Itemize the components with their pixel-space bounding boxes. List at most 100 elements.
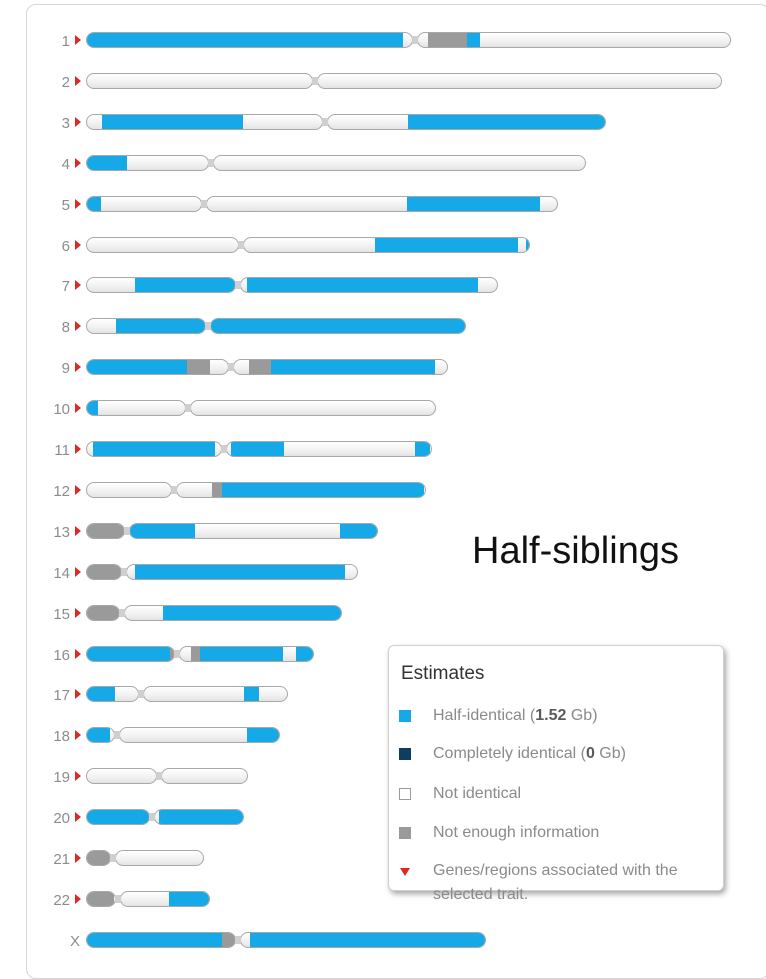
q-arm (154, 809, 244, 825)
p-arm (86, 850, 112, 866)
chromosome-bar[interactable] (86, 727, 280, 743)
chromosome-bar[interactable] (86, 32, 731, 48)
chromosome-bar[interactable] (86, 277, 498, 293)
no-info-segment (190, 647, 201, 661)
chromosome-bar[interactable] (86, 441, 432, 457)
chromosome-label: 14 (53, 565, 70, 582)
chromosome-bar[interactable] (86, 482, 426, 498)
legend-label-half: Half-identical ( (433, 707, 536, 724)
chromosome-label: 18 (53, 728, 70, 745)
trait-marker-icon[interactable] (75, 567, 81, 577)
trait-marker-icon[interactable] (75, 403, 81, 413)
trait-marker-icon[interactable] (75, 608, 81, 618)
half-identical-segment (408, 115, 605, 129)
trait-marker-icon[interactable] (75, 117, 81, 127)
no-info-segment (248, 360, 272, 374)
half-identical-segment (270, 360, 435, 374)
half-identical-segment (87, 197, 102, 211)
trait-marker-icon[interactable] (75, 240, 81, 250)
half-identical-segment (340, 524, 377, 538)
p-arm (86, 441, 223, 457)
trait-marker-icon[interactable] (75, 730, 81, 740)
q-arm (206, 196, 558, 212)
chromosome-label: 2 (61, 74, 70, 91)
chromosome-label: 22 (53, 892, 70, 909)
chromosome-bar[interactable] (86, 237, 530, 253)
half-identical-segment (135, 278, 236, 292)
centromere (115, 895, 122, 903)
chromosome-bar[interactable] (86, 932, 486, 948)
half-identical-segment (86, 401, 98, 415)
completely-identical-value: 0 (585, 745, 595, 762)
chromosome-bar[interactable] (86, 768, 248, 784)
chromosome-bar[interactable] (86, 686, 288, 702)
trait-marker-icon[interactable] (75, 853, 81, 863)
chromosome-bar[interactable] (86, 155, 586, 171)
no-info-segment (87, 892, 115, 906)
trait-marker-icon[interactable] (75, 444, 81, 454)
chromosome-bar[interactable] (86, 809, 244, 825)
q-arm (142, 686, 288, 702)
half-identical-segment (158, 810, 243, 824)
q-arm (126, 564, 358, 580)
chromosome-bar[interactable] (86, 196, 558, 212)
chromosome-label: 17 (53, 687, 70, 704)
trait-marker-icon[interactable] (75, 35, 81, 45)
trait-marker-icon[interactable] (75, 894, 81, 904)
trait-marker-icon[interactable] (75, 485, 81, 495)
trait-marker-icon[interactable] (75, 526, 81, 536)
half-identical-segment (414, 442, 430, 456)
p-arm (86, 400, 186, 416)
p-arm (86, 237, 240, 253)
p-arm (86, 482, 173, 498)
q-arm (226, 441, 432, 457)
trait-marker-icon[interactable] (75, 649, 81, 659)
centromere (411, 36, 418, 44)
trait-marker-icon[interactable] (75, 76, 81, 86)
chromosome-bar[interactable] (86, 359, 448, 375)
chromosome-label: 15 (53, 606, 70, 623)
q-arm (128, 523, 378, 539)
chromosome-bar[interactable] (86, 850, 204, 866)
half-identical-segment (101, 115, 243, 129)
trait-marker-icon[interactable] (75, 199, 81, 209)
chromosome-bar[interactable] (86, 891, 210, 907)
no-info-segment (86, 606, 119, 620)
no-info-segment (211, 483, 223, 497)
chromosome-bar[interactable] (86, 73, 722, 89)
q-arm (416, 32, 731, 48)
trait-marker-icon[interactable] (75, 280, 81, 290)
trait-marker-icon[interactable] (75, 771, 81, 781)
half-identical-segment (87, 810, 150, 824)
p-arm (86, 318, 206, 334)
chromosome-label: 5 (61, 197, 70, 214)
chromosome-bar[interactable] (86, 114, 606, 130)
q-arm (189, 400, 436, 416)
p-arm (86, 686, 139, 702)
half-identical-segment (87, 156, 127, 170)
half-identical-segment (86, 33, 404, 47)
chromosome-bar[interactable] (86, 523, 378, 539)
legend-title: Estimates (401, 663, 485, 684)
chromosome-bar[interactable] (86, 318, 466, 334)
trait-marker-icon[interactable] (75, 812, 81, 822)
trait-marker-icon[interactable] (75, 321, 81, 331)
chromosome-label: 11 (54, 442, 70, 459)
p-arm (86, 932, 236, 948)
trait-marker-icon[interactable] (75, 689, 81, 699)
chromosome-label: 3 (61, 115, 70, 132)
p-arm (86, 523, 125, 539)
trait-marker-icon[interactable] (75, 362, 81, 372)
chromosome-bar[interactable] (86, 605, 342, 621)
chromosome-label: 20 (53, 810, 70, 827)
half-identical-segment (162, 606, 341, 620)
q-arm (179, 646, 314, 662)
chromosome-bar[interactable] (86, 400, 436, 416)
q-arm (240, 932, 486, 948)
chromosome-bar[interactable] (86, 646, 314, 662)
chromosome-label: 1 (61, 33, 70, 50)
trait-marker-icon[interactable] (75, 158, 81, 168)
chromosome-bar[interactable] (86, 564, 358, 580)
chromosome-label: 4 (61, 156, 70, 173)
chromosome-label: 19 (53, 769, 70, 786)
